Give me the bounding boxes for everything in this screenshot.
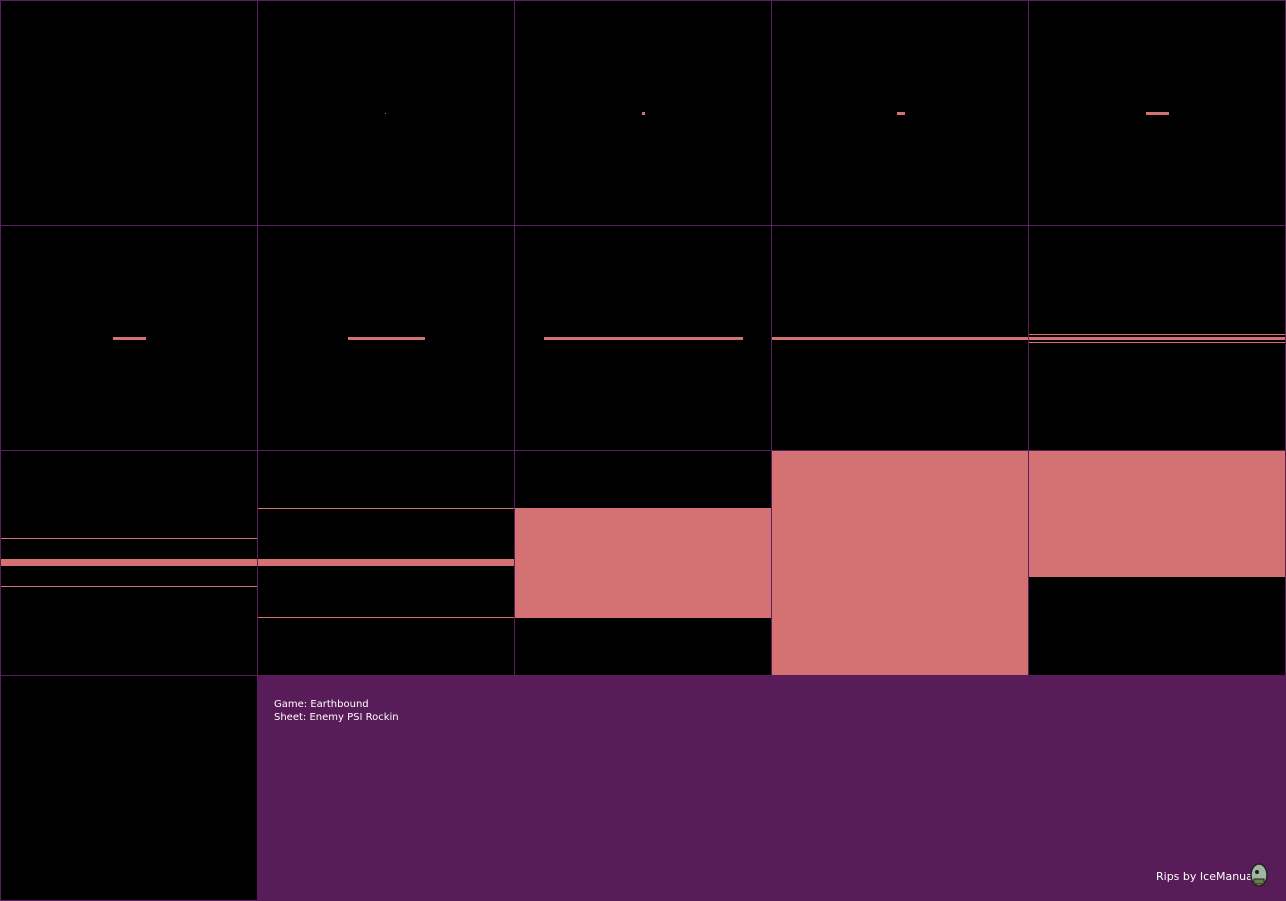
sprite — [385, 113, 386, 114]
sprite — [258, 559, 514, 566]
sprite — [1029, 337, 1285, 340]
sprite — [515, 508, 771, 618]
sprite — [348, 337, 425, 340]
sprite — [544, 337, 743, 340]
sprite — [113, 337, 146, 340]
sprite — [1029, 451, 1285, 577]
sprite — [897, 112, 905, 115]
sprite — [1029, 334, 1285, 335]
sprite — [1, 538, 257, 539]
sheet-label: Sheet: Enemy PSI Rockin — [274, 712, 399, 723]
ripper-icon — [1250, 863, 1268, 887]
sprite — [642, 112, 645, 115]
sprite — [258, 508, 514, 509]
sprite — [258, 617, 514, 618]
credit: Rips by IceManual — [1156, 870, 1256, 883]
frame — [0, 0, 258, 226]
game-label: Game: Earthbound — [274, 699, 369, 710]
frame — [0, 675, 258, 901]
info-panel: Game: Earthbound Sheet: Enemy PSI Rockin… — [257, 675, 1286, 901]
sprite — [1029, 342, 1285, 343]
sprite — [1146, 112, 1169, 115]
sprite — [772, 337, 1028, 340]
sprite — [1, 586, 257, 587]
frame — [257, 0, 515, 226]
sprite — [772, 451, 1028, 675]
sprite — [1, 559, 257, 566]
